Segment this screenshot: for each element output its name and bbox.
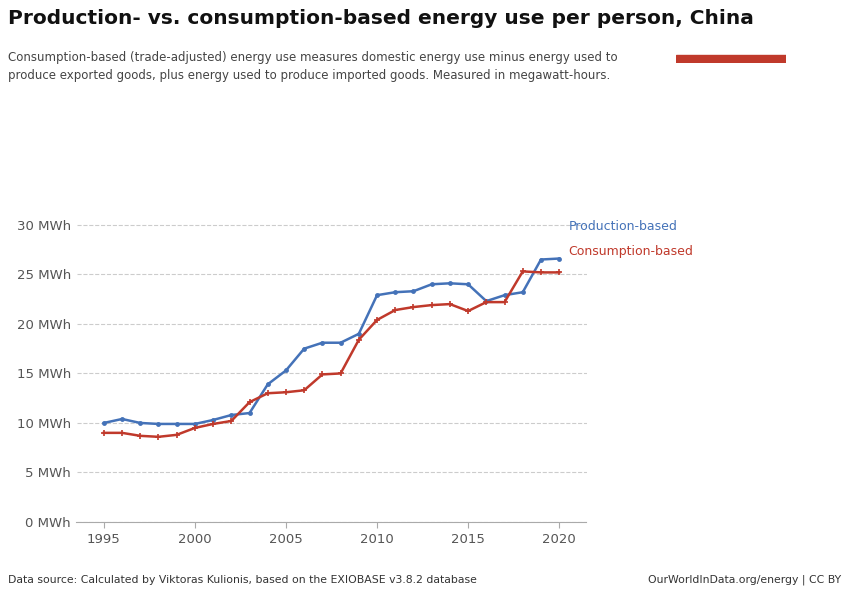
- Bar: [676, 55, 786, 63]
- Text: Our World
in Data: Our World in Data: [695, 16, 767, 46]
- Text: Data source: Calculated by Viktoras Kulionis, based on the EXIOBASE v3.8.2 datab: Data source: Calculated by Viktoras Kuli…: [8, 575, 478, 585]
- Text: Production- vs. consumption-based energy use per person, China: Production- vs. consumption-based energy…: [8, 9, 755, 28]
- Text: OurWorldInData.org/energy | CC BY: OurWorldInData.org/energy | CC BY: [649, 575, 842, 585]
- Text: Consumption-based: Consumption-based: [569, 245, 693, 258]
- Text: Production-based: Production-based: [569, 220, 677, 233]
- Text: Consumption-based (trade-adjusted) energy use measures domestic energy use minus: Consumption-based (trade-adjusted) energ…: [8, 51, 618, 82]
